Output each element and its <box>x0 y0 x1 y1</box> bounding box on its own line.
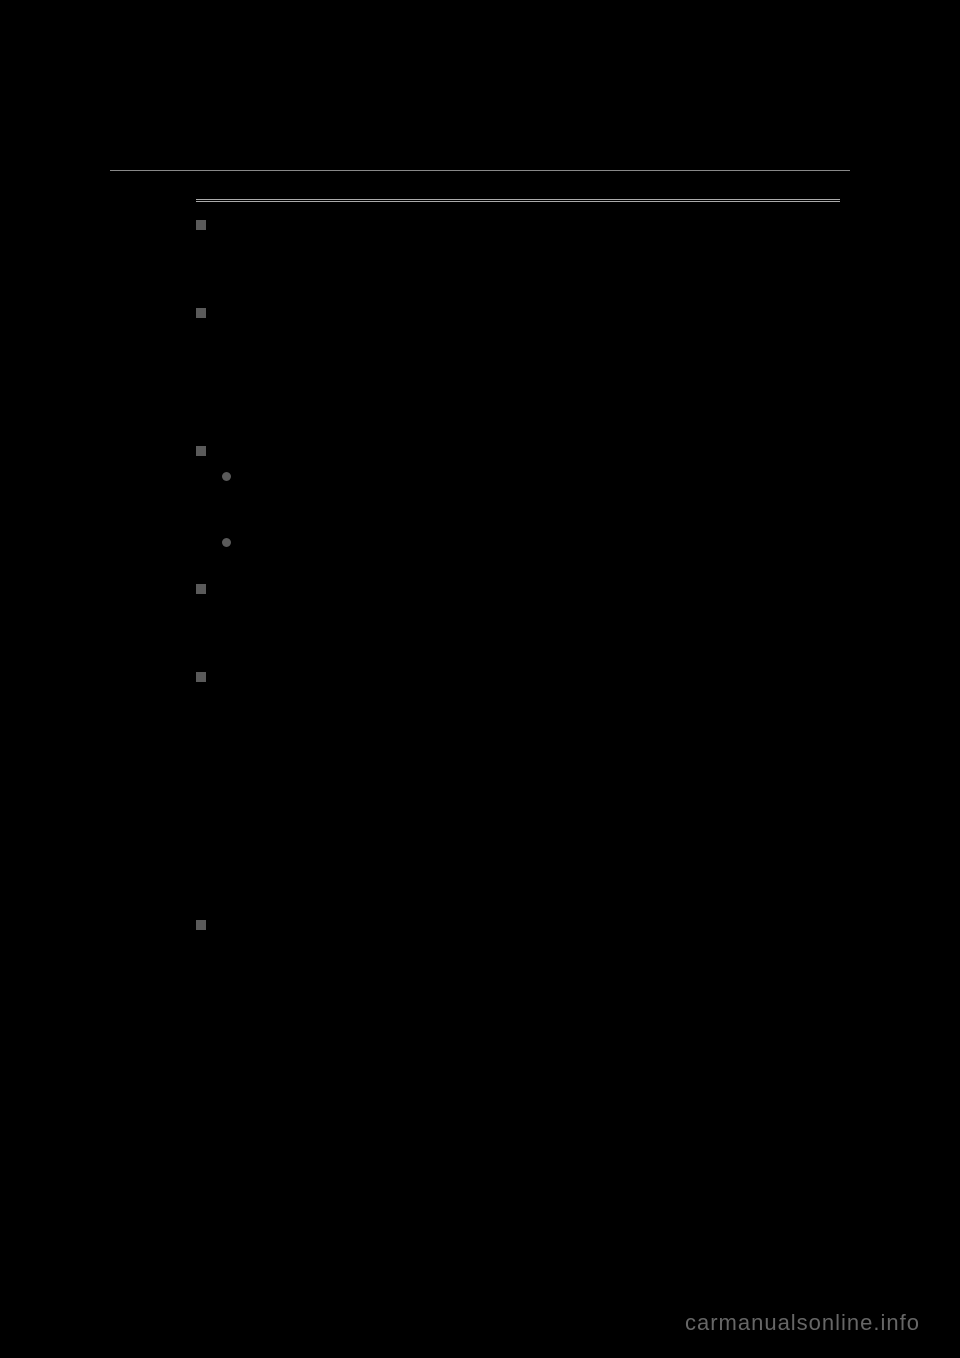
section-2 <box>196 304 840 414</box>
section-5 <box>196 668 840 888</box>
section-title <box>222 916 840 936</box>
page <box>0 0 960 936</box>
square-bullet-icon <box>196 220 206 230</box>
section-6 <box>196 916 840 936</box>
spacer <box>248 468 840 528</box>
section-title <box>222 304 840 324</box>
square-bullet-icon <box>196 920 206 930</box>
watermark-text: carmanualsonline.info <box>685 1310 920 1336</box>
square-bullet-icon <box>196 308 206 318</box>
spacer <box>248 534 840 552</box>
double-rule <box>196 199 840 202</box>
list-item <box>222 534 840 552</box>
square-bullet-icon <box>196 446 206 456</box>
list-item <box>222 468 840 528</box>
section-1 <box>196 216 840 276</box>
spacer <box>222 688 840 888</box>
section-3 <box>196 442 840 552</box>
section-title <box>222 668 840 688</box>
square-bullet-icon <box>196 584 206 594</box>
section-4 <box>196 580 840 640</box>
section-title <box>222 216 840 236</box>
circle-bullet-icon <box>222 538 231 547</box>
square-bullet-icon <box>196 672 206 682</box>
spacer <box>222 236 840 276</box>
section-title <box>222 580 840 600</box>
spacer <box>222 324 840 414</box>
circle-bullet-icon <box>222 472 231 481</box>
spacer <box>222 600 840 640</box>
section-title <box>222 442 840 462</box>
top-rule <box>110 170 850 171</box>
